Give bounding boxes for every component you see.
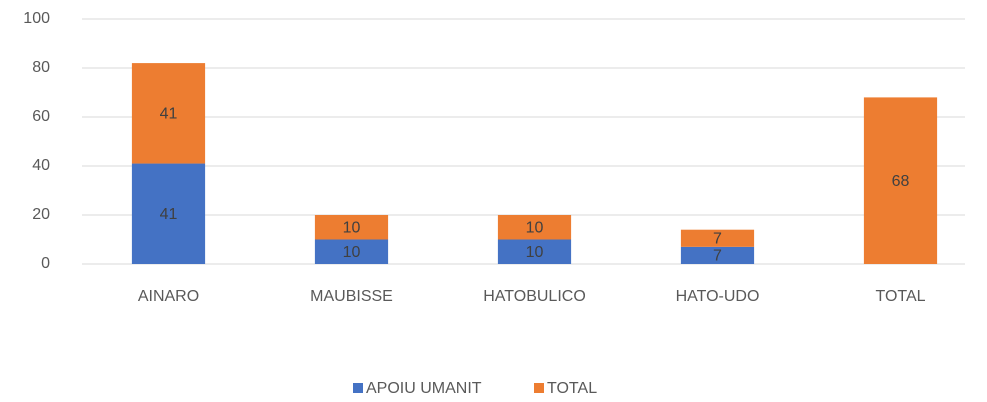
data-label: 41 <box>160 206 178 223</box>
data-label: 10 <box>526 219 544 236</box>
data-label: 41 <box>160 106 178 123</box>
bar-segment <box>863 97 938 265</box>
y-tick-label: 100 <box>23 10 50 27</box>
legend-label: APOIU UMANIT <box>366 380 482 397</box>
x-tick-label: HATOBULICO <box>483 288 586 305</box>
x-tick-label: AINARO <box>138 288 199 305</box>
legend-label: TOTAL <box>547 380 597 397</box>
bar-segment <box>131 163 206 264</box>
y-tick-label: 40 <box>32 157 50 174</box>
data-label: 7 <box>713 230 722 247</box>
legend-swatch <box>353 383 363 393</box>
y-tick-label: 20 <box>32 206 50 223</box>
data-label: 7 <box>713 248 722 265</box>
x-tick-label: HATO-UDO <box>676 288 760 305</box>
data-label: 10 <box>343 244 361 261</box>
bar-segment <box>680 246 755 264</box>
x-tick-label: MAUBISSE <box>310 288 393 305</box>
y-tick-label: 60 <box>32 108 50 125</box>
bar-segment <box>131 63 206 164</box>
x-tick-label: TOTAL <box>875 288 925 305</box>
y-tick-label: 0 <box>41 255 50 272</box>
data-label: 10 <box>526 244 544 261</box>
bar-segment <box>314 215 389 240</box>
data-label: 68 <box>892 173 910 190</box>
bar-segment <box>314 239 389 264</box>
data-label: 10 <box>343 219 361 236</box>
bar-segment <box>680 229 755 247</box>
bar-segment <box>497 239 572 264</box>
legend-swatch <box>534 383 544 393</box>
bar-segment <box>497 215 572 240</box>
y-tick-label: 80 <box>32 59 50 76</box>
